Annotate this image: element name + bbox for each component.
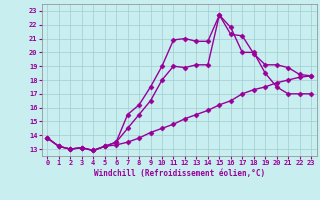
X-axis label: Windchill (Refroidissement éolien,°C): Windchill (Refroidissement éolien,°C) bbox=[94, 169, 265, 178]
